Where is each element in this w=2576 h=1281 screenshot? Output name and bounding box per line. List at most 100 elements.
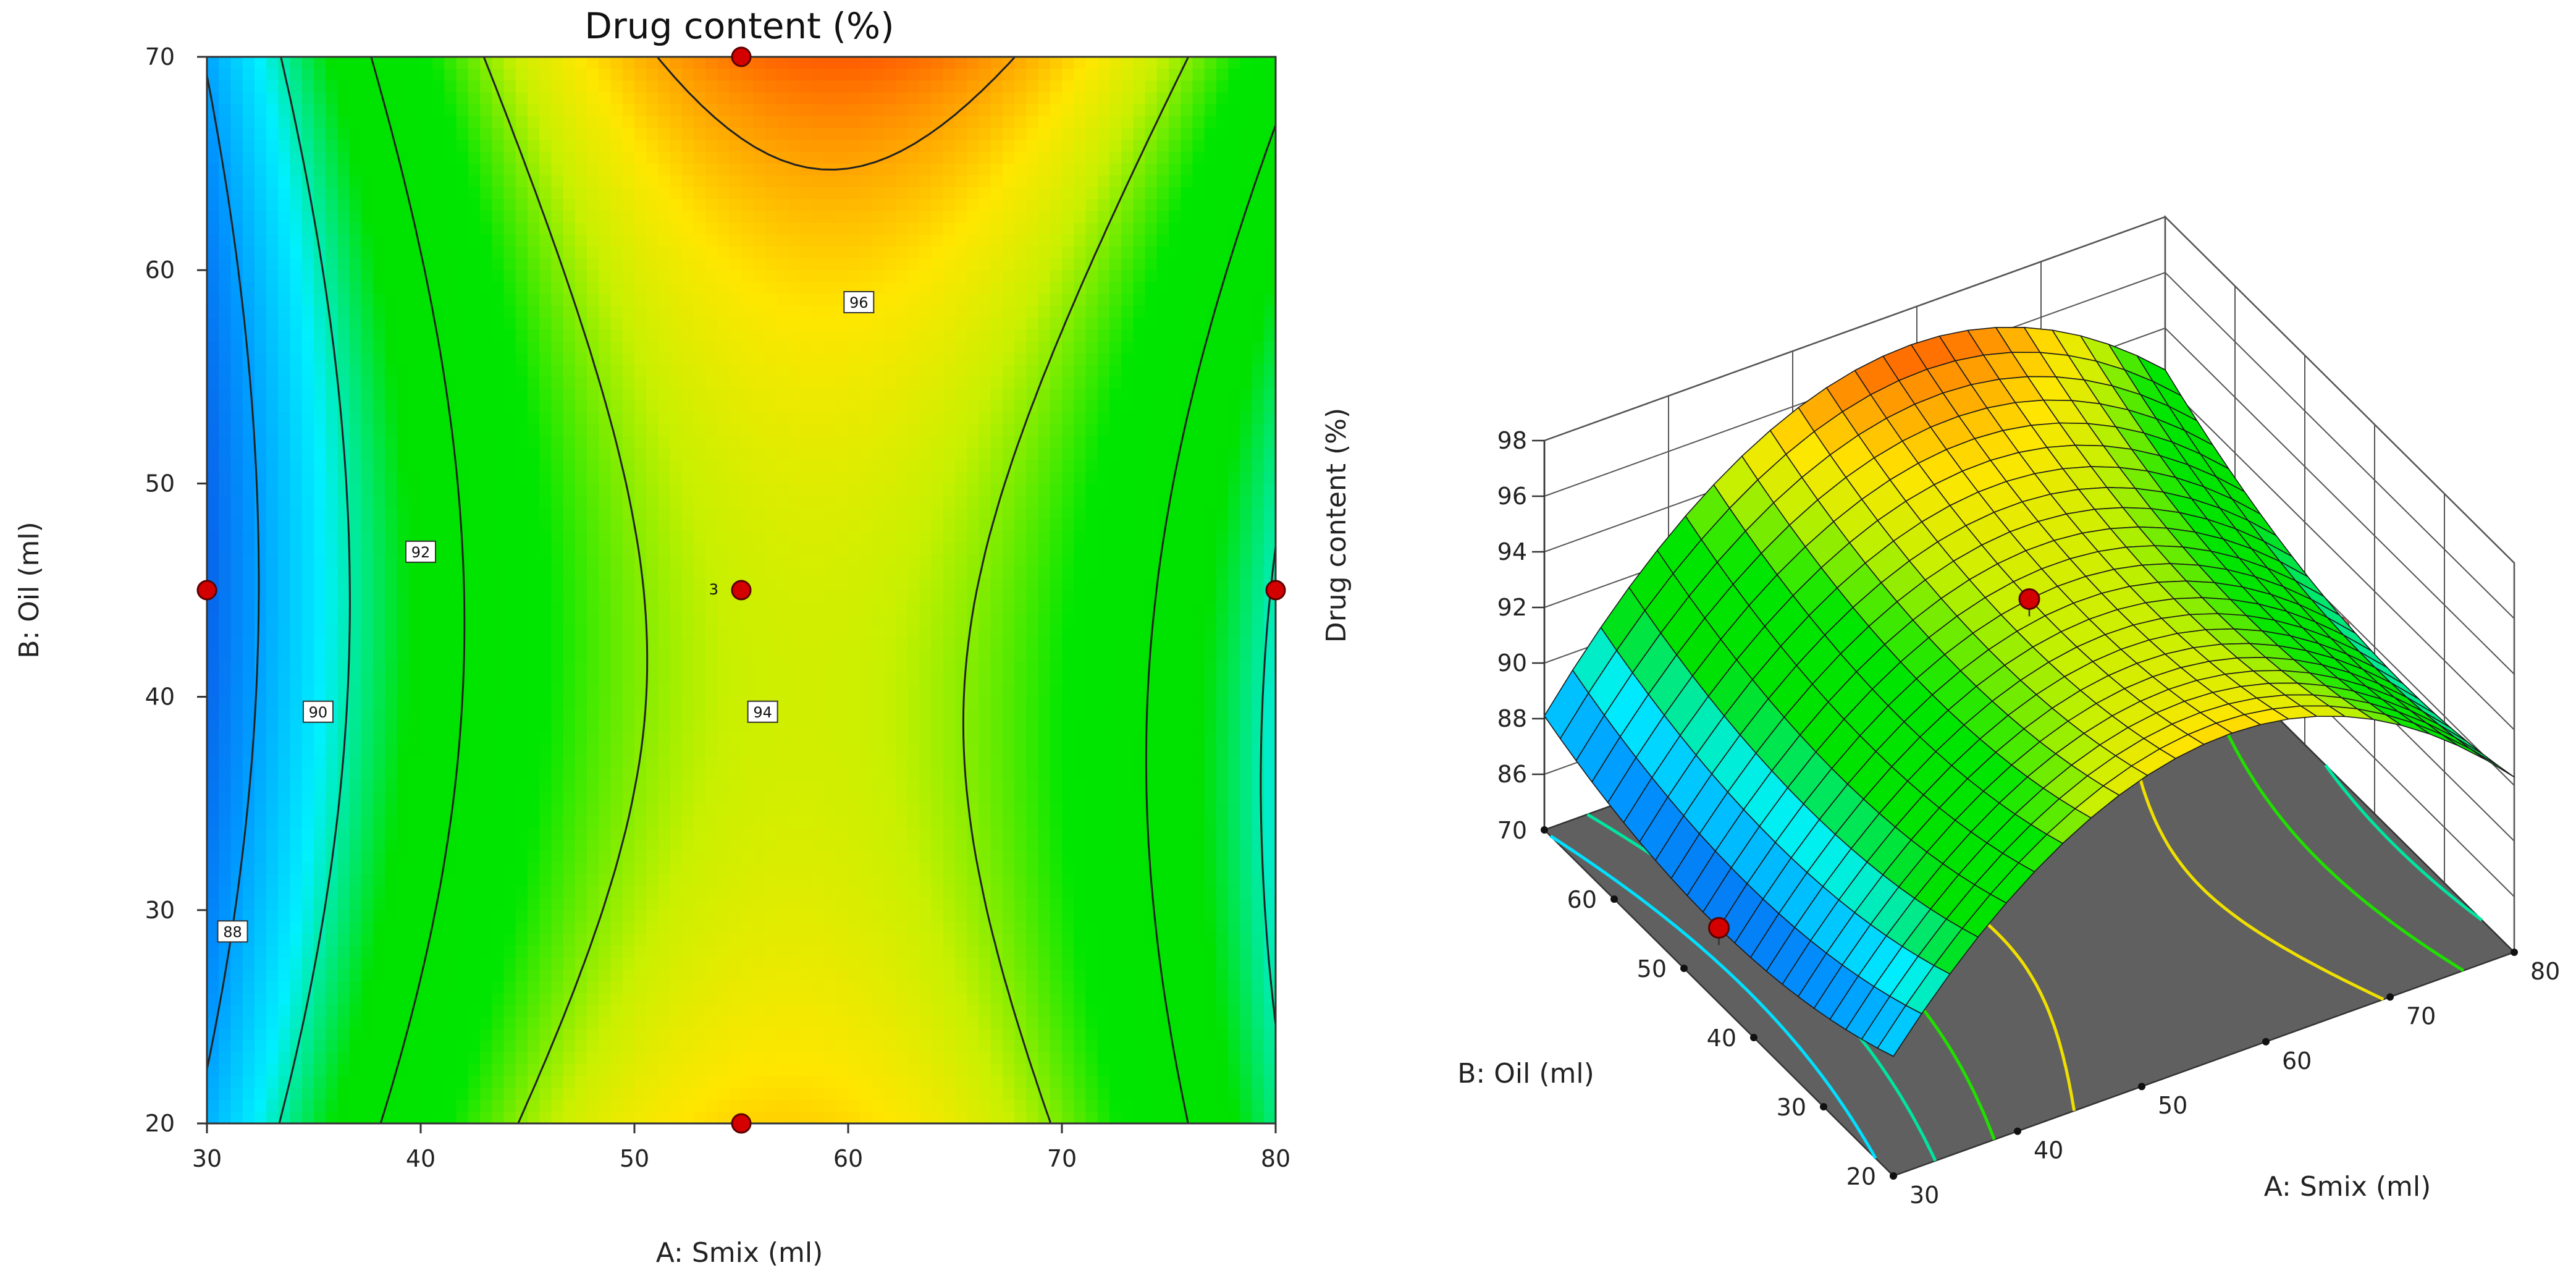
heatmap-cell	[361, 483, 374, 496]
heatmap-cell	[717, 246, 730, 259]
heatmap-cell	[824, 767, 837, 780]
heatmap-cell	[290, 329, 303, 342]
heatmap-cell	[254, 460, 267, 473]
heatmap-cell	[515, 578, 528, 591]
heatmap-cell	[421, 116, 434, 129]
heatmap-cell	[254, 981, 267, 994]
heatmap-cell	[301, 353, 314, 366]
heatmap-cell	[230, 945, 243, 958]
heatmap-cell	[408, 732, 421, 745]
heatmap-cell	[326, 447, 339, 460]
heatmap-cell	[385, 436, 398, 449]
heatmap-cell	[337, 175, 350, 188]
heatmap-cell	[622, 744, 635, 757]
heatmap-cell	[290, 57, 303, 70]
heatmap-cell	[421, 507, 434, 520]
heatmap-cell	[456, 518, 469, 532]
heatmap-cell	[646, 850, 659, 863]
heatmap-cell	[622, 720, 635, 734]
heatmap-cell	[836, 460, 849, 473]
heatmap-cell	[468, 673, 481, 686]
heatmap-cell	[812, 471, 825, 484]
heatmap-cell	[717, 945, 730, 958]
heatmap-cell	[503, 696, 516, 709]
heatmap-cell	[765, 400, 778, 413]
heatmap-cell	[385, 1040, 398, 1053]
heatmap-cell	[219, 1111, 232, 1123]
heatmap-cell	[836, 531, 849, 544]
heatmap-cell	[290, 708, 303, 721]
heatmap-cell	[432, 57, 445, 70]
heatmap-cell	[681, 1040, 695, 1053]
heatmap-cell	[587, 518, 600, 532]
heatmap-cell	[717, 732, 730, 745]
heatmap-cell	[694, 850, 707, 863]
heatmap-cell	[670, 140, 683, 153]
heatmap-cell	[254, 803, 267, 816]
heatmap-cell	[551, 863, 564, 876]
heatmap-cell	[765, 436, 778, 449]
heatmap-cell	[717, 507, 730, 520]
heatmap-cell	[705, 388, 718, 402]
heatmap-cell	[646, 910, 659, 923]
heatmap-cell	[432, 661, 445, 674]
heatmap-cell	[681, 140, 695, 153]
heatmap-cell	[408, 1040, 421, 1053]
heatmap-cell	[824, 412, 837, 425]
heatmap-cell	[860, 80, 873, 93]
heatmap-cell	[836, 507, 849, 520]
heatmap-cell	[599, 803, 612, 816]
heatmap-cell	[801, 910, 814, 923]
heatmap-cell	[622, 1040, 635, 1053]
heatmap-cell	[836, 898, 849, 911]
heatmap-cell	[528, 839, 541, 852]
heatmap-cell	[670, 554, 683, 567]
heatmap-cell	[860, 460, 873, 473]
heatmap-cell	[860, 151, 873, 164]
heatmap-cell	[528, 282, 541, 295]
heatmap-cell	[314, 1076, 327, 1089]
heatmap-cell	[824, 779, 837, 792]
heatmap-cell	[729, 792, 742, 805]
heatmap-cell	[528, 1017, 541, 1029]
heatmap-cell	[753, 128, 766, 141]
heatmap-cell	[421, 744, 434, 757]
heatmap-cell	[563, 934, 576, 947]
heatmap-cell	[456, 863, 469, 876]
heatmap-cell	[278, 921, 291, 935]
heatmap-cell	[634, 898, 647, 911]
heatmap-cell	[729, 779, 742, 792]
heatmap-cell	[515, 1076, 528, 1089]
heatmap-cell	[480, 625, 493, 638]
heatmap-cell	[361, 518, 374, 532]
heatmap-cell	[777, 199, 789, 212]
heatmap-cell	[503, 222, 516, 235]
heatmap-cell	[622, 685, 635, 698]
heatmap-cell	[397, 934, 410, 947]
heatmap-cell	[349, 483, 362, 496]
heatmap-cell	[349, 934, 362, 947]
heatmap-cell	[326, 815, 339, 828]
heatmap-cell	[824, 993, 837, 1006]
heatmap-cell	[741, 602, 754, 615]
heatmap-cell	[729, 993, 742, 1006]
heatmap-cell	[480, 424, 493, 437]
heatmap-cell	[528, 696, 541, 709]
heatmap-cell	[480, 910, 493, 923]
heatmap-cell	[503, 543, 516, 556]
heatmap-cell	[575, 661, 588, 674]
heatmap-cell	[266, 128, 279, 141]
heatmap-cell	[539, 1040, 552, 1053]
heatmap-cell	[254, 602, 267, 615]
heatmap-cell	[765, 424, 778, 437]
heatmap-cell	[278, 1076, 291, 1089]
heatmap-cell	[587, 436, 600, 449]
heatmap-cell	[207, 720, 220, 734]
heatmap-cell	[765, 803, 778, 816]
heatmap-cell	[788, 460, 802, 473]
heatmap-cell	[397, 258, 410, 271]
heatmap-cell	[385, 305, 398, 318]
heatmap-cell	[599, 1099, 612, 1112]
heatmap-cell	[373, 732, 386, 745]
heatmap-cell	[421, 222, 434, 235]
